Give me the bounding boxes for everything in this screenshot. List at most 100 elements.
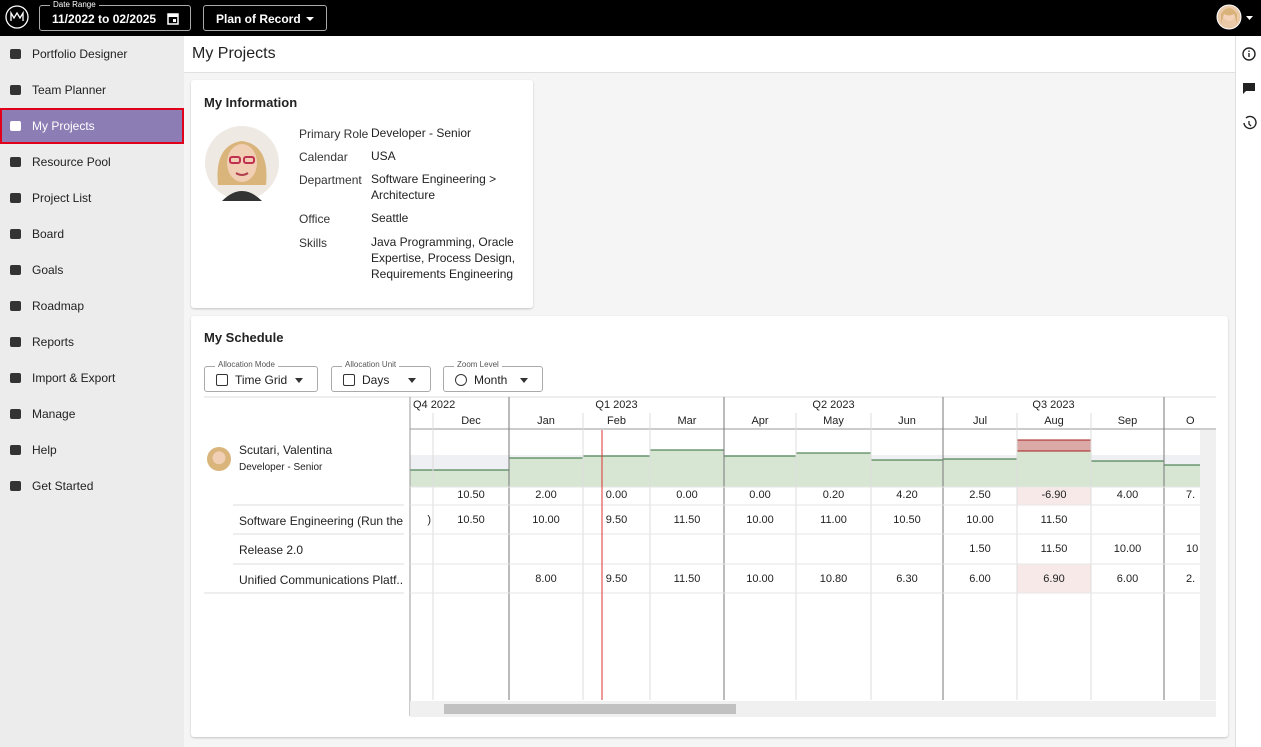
allocation-cell: ): [427, 514, 431, 526]
nav-label: Portfolio Designer: [32, 47, 128, 61]
nav-label: Project List: [32, 191, 92, 205]
nav-label: Roadmap: [32, 299, 85, 313]
allocation-cell: 10.80: [819, 573, 848, 585]
dropdown[interactable]: Allocation Mode Time Grid: [204, 360, 318, 392]
plan-dropdown[interactable]: Plan of Record: [203, 5, 327, 31]
total-cell: 0.20: [822, 489, 845, 501]
dropdown-label: Allocation Mode: [215, 360, 278, 369]
total-cell: 4.00: [1116, 489, 1139, 501]
field-value: USA: [371, 149, 396, 163]
total-cell: 0.00: [676, 489, 698, 501]
quarter-header: Q3 2023: [1032, 399, 1075, 411]
scroll-thumb[interactable]: [444, 704, 736, 714]
nav-label: Manage: [32, 407, 76, 421]
nav-icon: [10, 445, 21, 455]
total-cell: -6.90: [1041, 489, 1067, 501]
nav-icon: [10, 229, 21, 239]
avatar[interactable]: [1216, 4, 1256, 32]
dropdown-value: Days: [362, 373, 390, 387]
allocation-cell: 2.: [1186, 573, 1196, 585]
month-header: Jan: [537, 415, 555, 427]
nav-item[interactable]: Board: [0, 216, 184, 252]
allocation-cell: 9.50: [605, 514, 628, 526]
field-label: Department: [299, 173, 362, 187]
nav-item[interactable]: Help: [0, 432, 184, 468]
month-header: Aug: [1044, 415, 1064, 427]
nav-item[interactable]: Get Started: [0, 468, 184, 504]
nav-label: My Projects: [32, 119, 95, 133]
page-title: My Projects: [192, 45, 276, 62]
allocation-cell: 10.00: [746, 573, 774, 585]
allocation-cell: 10.00: [1113, 543, 1142, 555]
field-label: Calendar: [299, 150, 348, 164]
nav-item[interactable]: Team Planner: [0, 72, 184, 108]
allocation-cell: 10.00: [532, 514, 560, 526]
allocation-cell: 10.00: [746, 514, 774, 526]
caret: [306, 17, 314, 21]
rail-icons[interactable]: [1236, 36, 1261, 146]
total-cell: 7.: [1186, 489, 1196, 501]
top-bar: Date Range 11/2022 to 02/2025 Plan of Re…: [0, 0, 1261, 36]
nav-item[interactable]: My Projects: [0, 108, 184, 144]
month-header: Feb: [607, 415, 626, 427]
allocation-cell: 11.50: [1040, 514, 1068, 526]
dropdown-icon: [455, 374, 467, 386]
nav-item[interactable]: Portfolio Designer: [0, 36, 184, 72]
nav-item[interactable]: Project List: [0, 180, 184, 216]
dropdown[interactable]: Allocation Unit Days: [331, 360, 431, 392]
nav-icon: [10, 49, 21, 59]
v-scrollbar: [1200, 430, 1216, 700]
nav-item[interactable]: Import & Export: [0, 360, 184, 396]
month-header: Jul: [972, 415, 988, 427]
allocation-cell: 6.00: [1116, 573, 1139, 585]
caret: [408, 378, 416, 387]
field-label: Office: [299, 212, 331, 226]
dropdown-icon: [343, 374, 355, 386]
allocation-cell: 9.50: [605, 573, 628, 585]
nav-icon: [10, 337, 21, 347]
allocation-cell: 11.50: [673, 573, 701, 585]
total-cell: 4.20: [896, 489, 918, 501]
allocation-cell: 10.50: [457, 514, 485, 526]
allocation-cell: 10: [1186, 543, 1199, 555]
allocation-cell: 1.50: [969, 543, 991, 555]
field-value: Seattle: [371, 211, 409, 225]
month-header: Jun: [898, 415, 916, 427]
info-card: My Information Primary Role Developer - S…: [191, 80, 533, 308]
project-name: Release 2.0: [239, 543, 304, 557]
month-header: May: [823, 415, 844, 427]
nav-item[interactable]: Reports: [0, 324, 184, 360]
nav-item[interactable]: Manage: [0, 396, 184, 432]
caret: [295, 378, 303, 387]
total-cell: 0.00: [749, 489, 771, 501]
nav-item[interactable]: Goals: [0, 252, 184, 288]
allocation-cell: 6.00: [969, 573, 991, 585]
allocation-cell: 8.00: [535, 573, 557, 585]
total-cell: 2.00: [535, 489, 557, 501]
field-value: Java Programming, Oracle Expertise, Proc…: [371, 235, 516, 281]
nav-icon: [10, 85, 21, 95]
nav-item[interactable]: Resource Pool: [0, 144, 184, 180]
person-name: Scutari, Valentina: [239, 443, 333, 457]
month-header: O: [1186, 415, 1195, 427]
nav-label: Goals: [32, 263, 64, 277]
nav-item[interactable]: Roadmap: [0, 288, 184, 324]
capacity-chart: [410, 439, 1200, 593]
logo[interactable]: [5, 5, 29, 29]
allocation-cell: 6.30: [896, 573, 918, 585]
date-range-field[interactable]: Date Range 11/2022 to 02/2025: [39, 0, 191, 31]
allocation-cell: 11.00: [820, 514, 847, 526]
nav-icon: [10, 265, 21, 275]
dropdown[interactable]: Zoom Level Month: [443, 360, 543, 392]
nav-label: Board: [32, 227, 65, 241]
project-name: Software Engineering (Run the ...: [239, 514, 404, 528]
month-header: Dec: [461, 415, 481, 427]
quarter-header: Q1 2023: [595, 399, 638, 411]
person-role: Developer - Senior: [239, 462, 323, 473]
page-header: My Projects: [184, 36, 1235, 73]
dropdown-label: Allocation Unit: [342, 360, 400, 369]
field-label: Primary Role: [299, 127, 369, 141]
total-cell: 2.50: [969, 489, 991, 501]
dropdown-value: Time Grid: [235, 373, 288, 387]
